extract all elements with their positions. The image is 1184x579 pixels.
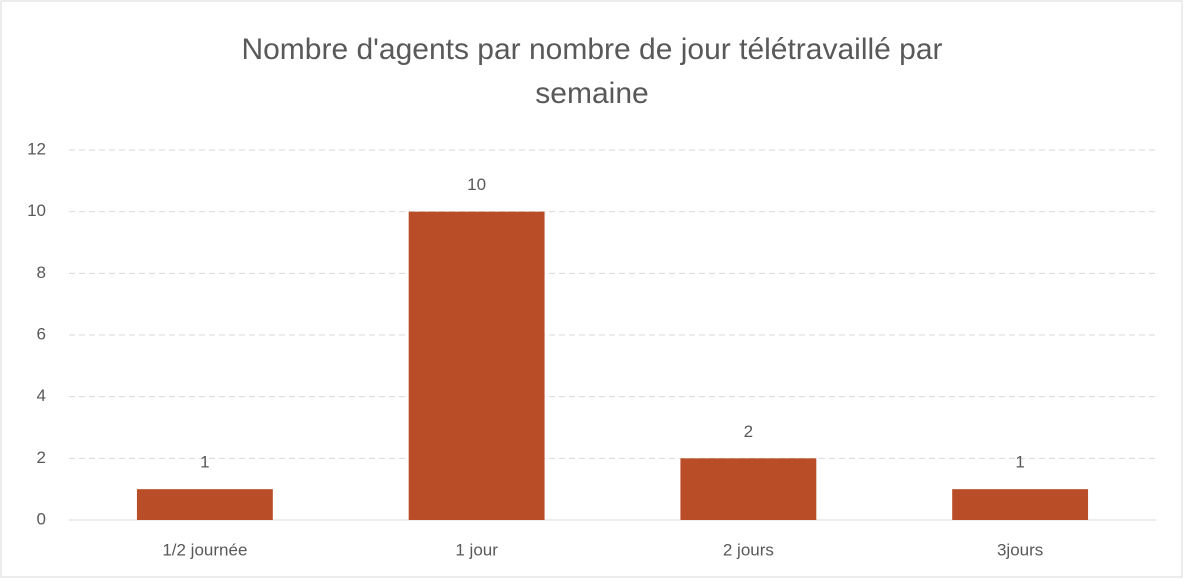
y-tick-label: 2 (37, 448, 46, 467)
data-label: 1 (1015, 453, 1024, 472)
y-tick-label: 6 (37, 324, 46, 343)
bar (680, 458, 817, 520)
y-tick-label: 12 (27, 139, 46, 158)
data-label: 10 (467, 175, 486, 194)
bar (136, 489, 273, 520)
y-tick-label: 4 (37, 386, 46, 405)
y-tick-label: 0 (37, 509, 46, 528)
y-tick-label: 10 (27, 201, 46, 220)
bar (952, 489, 1089, 520)
data-label: 1 (200, 453, 209, 472)
chart-title: Nombre d'agents par nombre de jour télét… (241, 33, 943, 110)
bar (408, 211, 545, 520)
x-tick-label: 2 jours (723, 540, 774, 559)
x-tick-label: 1/2 journée (162, 540, 247, 559)
x-tick-label: 3jours (997, 540, 1043, 559)
y-tick-label: 8 (37, 263, 46, 282)
x-tick-label: 1 jour (455, 540, 498, 559)
data-label: 2 (744, 422, 753, 441)
